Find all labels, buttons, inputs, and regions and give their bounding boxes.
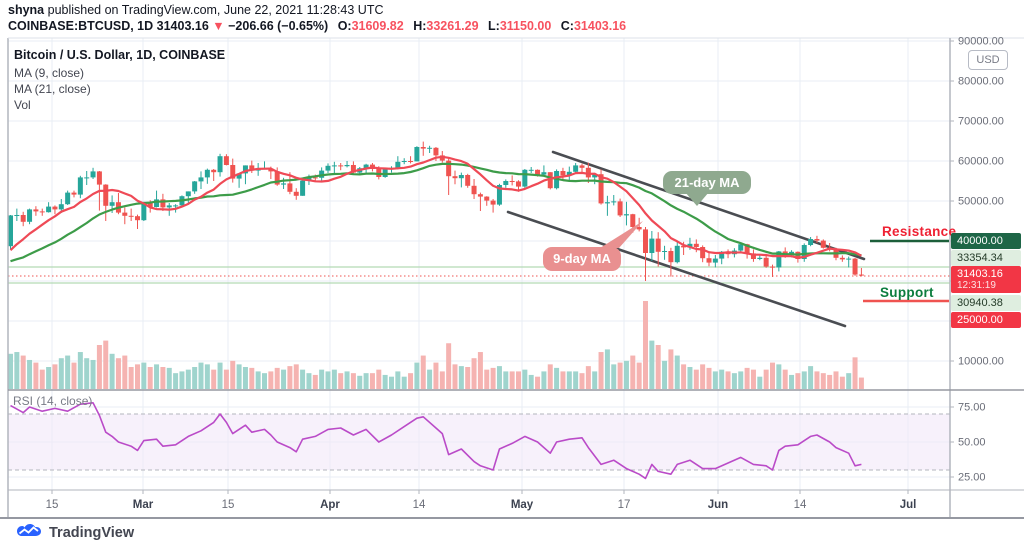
currency-unit-badge[interactable]: USD: [968, 50, 1008, 70]
ma9-callout[interactable]: 9-day MA: [543, 247, 621, 271]
legend-symbol-title[interactable]: Bitcoin / U.S. Dollar, 1D, COINBASE: [14, 48, 226, 62]
chart-legend: Bitcoin / U.S. Dollar, 1D, COINBASE MA (…: [14, 47, 225, 113]
volume-series: [8, 301, 864, 389]
time-tick-label: 15: [222, 499, 235, 511]
high-label: H:: [413, 19, 427, 33]
channel-trendline: [506, 210, 847, 328]
price-change: −206.66 (−0.65%): [228, 19, 329, 33]
support-label[interactable]: Support: [880, 285, 934, 300]
price-tick-label: 10000.00: [958, 356, 1004, 368]
legend-ma9[interactable]: MA (9, close): [14, 66, 85, 80]
ma9-callout-tail: [600, 221, 643, 248]
open-label: O:: [337, 19, 352, 33]
price-tick-label: 80000.00: [958, 76, 1004, 88]
last-price-badge: 31403.16 12:31:19: [951, 266, 1021, 293]
logo-cloud: [17, 524, 41, 536]
last-price: 31403.16: [156, 19, 209, 33]
resistance-label[interactable]: Resistance: [882, 224, 957, 239]
ma21-line: [10, 162, 862, 263]
price-tick-label: 90000.00: [958, 36, 1004, 48]
byline-text: published on TradingView.com, June 22, 2…: [44, 3, 384, 17]
tradingview-logo-icon: [17, 524, 41, 536]
legend-volume[interactable]: Vol: [14, 98, 31, 112]
rsi-tick-label: 25.00: [958, 472, 986, 484]
support-price-badge: 25000.00: [951, 312, 1021, 328]
level-price-badge-lower: 30940.38: [951, 295, 1021, 311]
low-value: 31150.00: [499, 19, 552, 33]
symbol-label: COINBASE:BTCUSD, 1D: [8, 19, 154, 33]
close-label: C:: [560, 19, 574, 33]
rsi-line: [10, 401, 862, 480]
price-tick-label: 70000.00: [958, 116, 1004, 128]
rsi-tick-label: 75.00: [958, 402, 986, 414]
ma21-callout-tail: [685, 192, 709, 206]
time-tick-label: 14: [413, 499, 426, 511]
time-tick-label: Mar: [133, 499, 154, 511]
logo-trendline: [18, 526, 39, 535]
high-value: 33261.29: [426, 19, 479, 33]
header: shyna published on TradingView.com, June…: [8, 3, 626, 34]
time-axis[interactable]: [8, 490, 1024, 519]
time-tick-label: Jun: [708, 499, 728, 511]
time-tick-label: Apr: [320, 499, 340, 511]
price-tick-label: 60000.00: [958, 156, 1004, 168]
time-tick-label: May: [511, 499, 534, 511]
close-value: 31403.16: [573, 19, 627, 33]
resistance-price-badge: 40000.00: [951, 233, 1021, 249]
brand-name: TradingView: [49, 524, 135, 541]
rsi-band: [8, 414, 950, 470]
time-tick-label: 17: [618, 499, 631, 511]
legend-ma21[interactable]: MA (21, close): [14, 82, 91, 96]
ma21-callout[interactable]: 21-day MA: [663, 171, 751, 194]
price-tick-label: 50000.00: [958, 196, 1004, 208]
time-tick-label: Jul: [900, 499, 917, 511]
ma9-line: [9, 155, 862, 259]
byline: shyna published on TradingView.com, June…: [8, 3, 626, 18]
price-axis[interactable]: USD 40000.00 33354.34 31403.16 12:31:19 3…: [950, 38, 1024, 490]
down-arrow-icon: ▼: [212, 19, 225, 33]
level-price-badge-upper: 33354.34: [951, 250, 1021, 266]
rsi-tick-label: 50.00: [958, 437, 986, 449]
open-value: 31609.82: [351, 19, 404, 33]
countdown-timer: 12:31:19: [957, 280, 996, 291]
rsi-legend[interactable]: RSI (14, close): [13, 394, 93, 408]
quote-line: COINBASE:BTCUSD, 1D 31403.16 ▼ −206.66 (…: [8, 19, 626, 34]
candlestick-series: [8, 141, 864, 281]
author-name: shyna: [8, 3, 45, 17]
time-tick-label: 15: [46, 499, 59, 511]
brand-footer[interactable]: TradingView: [16, 524, 134, 541]
time-tick-label: 14: [794, 499, 807, 511]
low-label: L:: [488, 19, 500, 33]
